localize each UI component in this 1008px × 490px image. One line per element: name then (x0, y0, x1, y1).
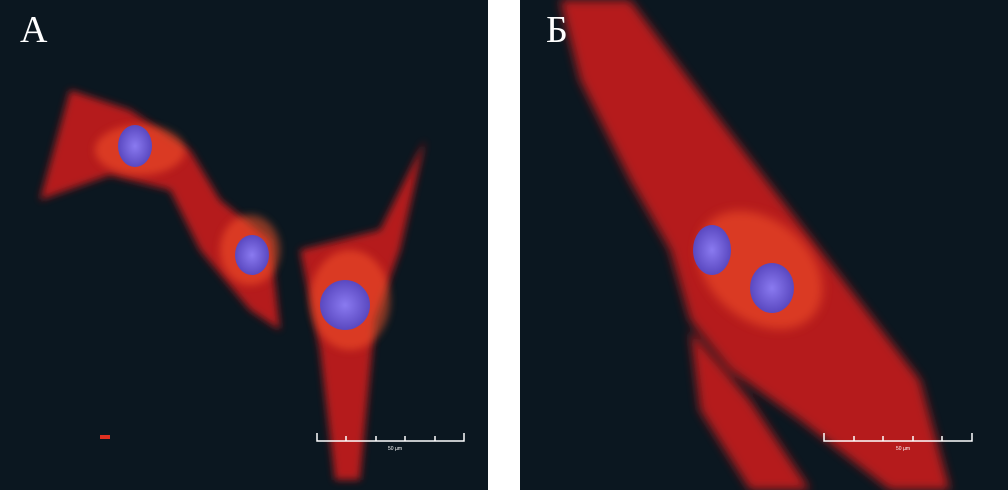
panel-b: Б 50 µm (520, 0, 1008, 490)
panel-label: Б (546, 9, 568, 51)
panel-label: А (20, 9, 48, 51)
nucleus (235, 235, 269, 275)
nucleus (750, 263, 794, 313)
nucleus (320, 280, 370, 330)
panel-a: А 50 µm (0, 0, 488, 490)
scale-bar (316, 433, 465, 442)
micrograph-b (560, 0, 973, 490)
scale-bar-label: 50 µm (896, 446, 910, 452)
nucleus (693, 225, 731, 275)
micrograph-a (40, 90, 465, 480)
scale-bar-label: 50 µm (388, 446, 402, 452)
nucleus (118, 125, 152, 167)
scale-bar (823, 433, 973, 442)
